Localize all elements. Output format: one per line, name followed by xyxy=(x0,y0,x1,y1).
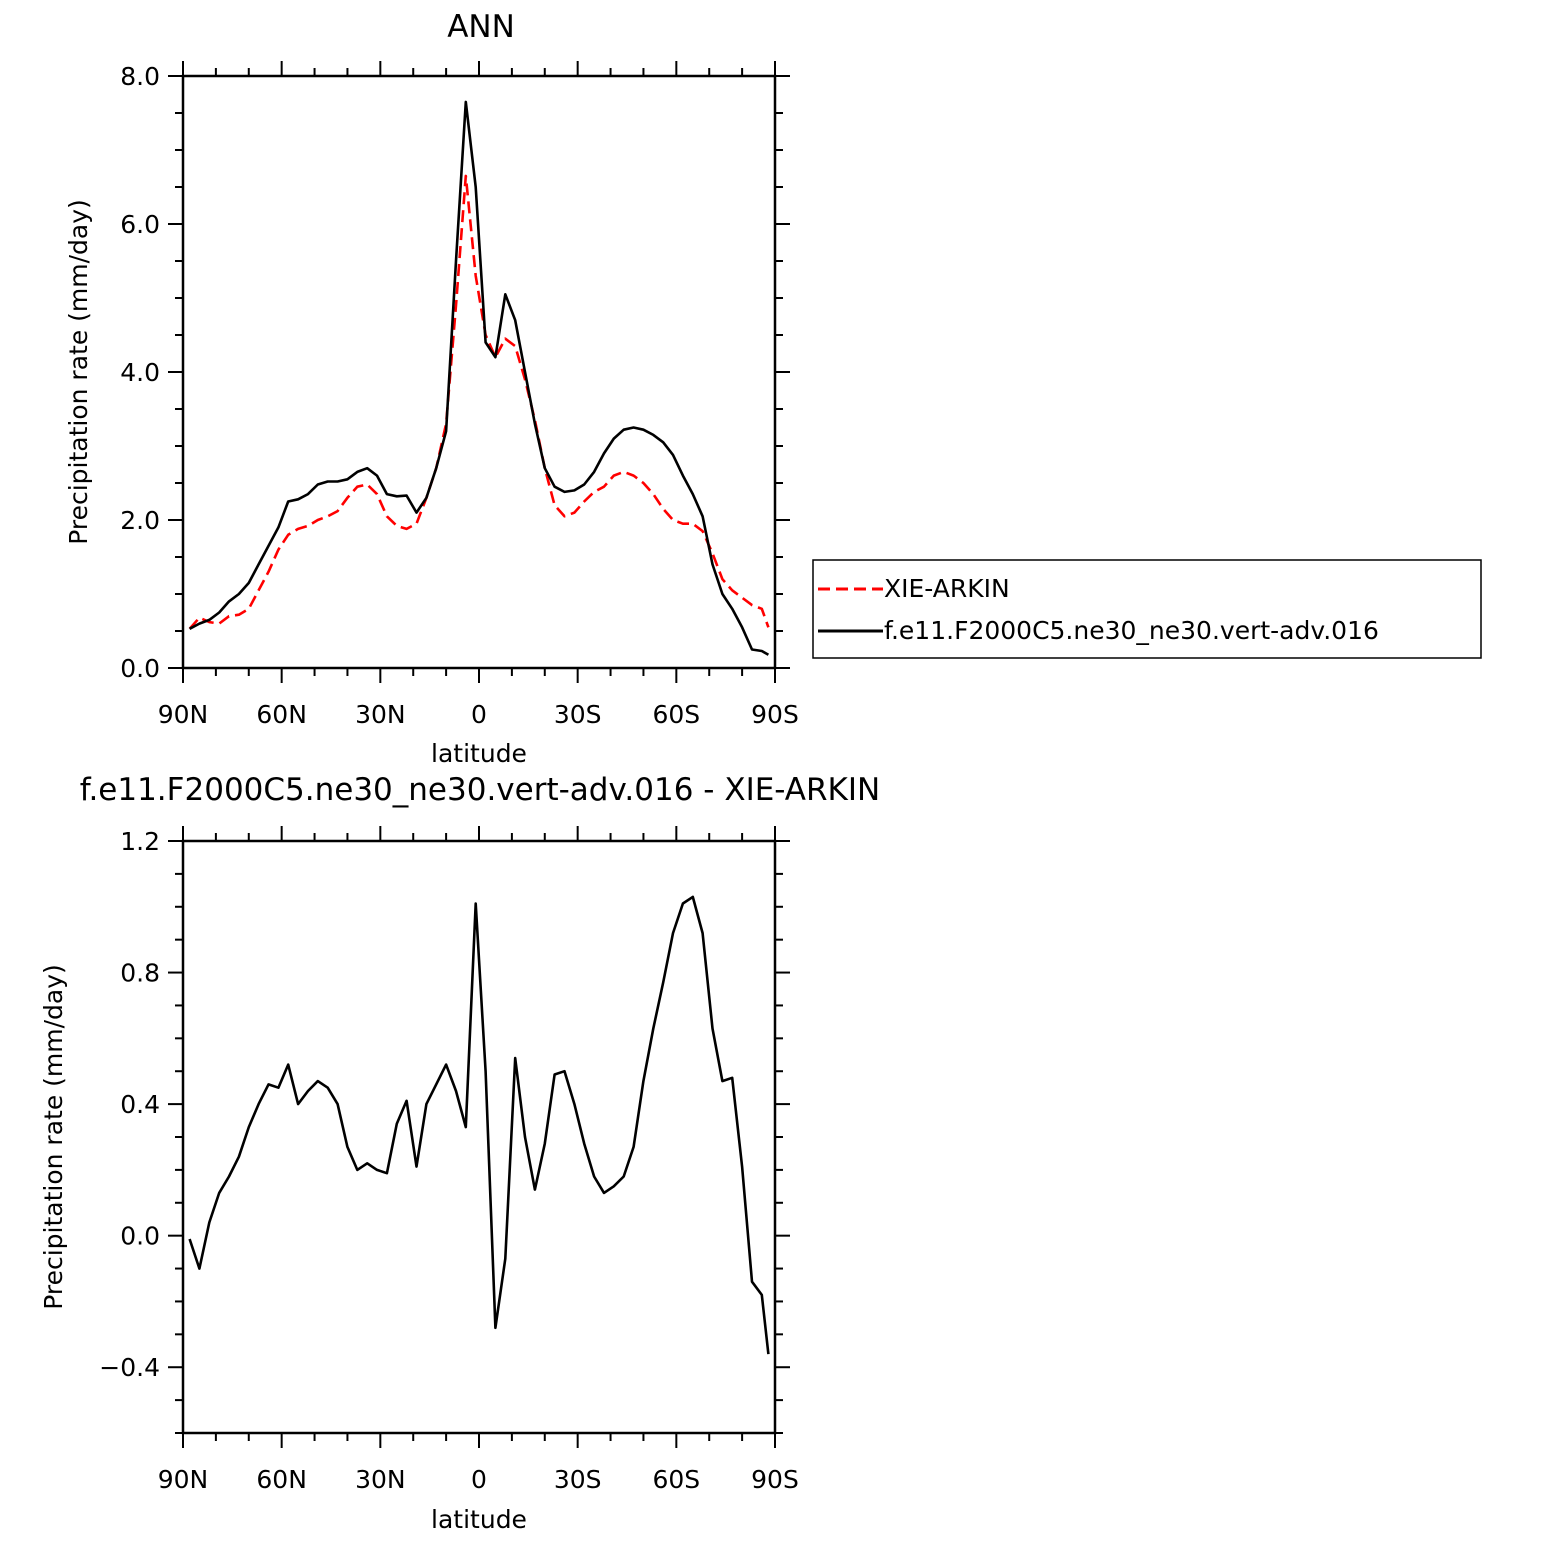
top-series-line-f-e11-f2000c5-ne30-ne30-vert-adv-016 xyxy=(188,100,770,656)
bottom-x-tick-label: 30S xyxy=(554,1465,602,1494)
top-y-axis-label: Precipitation rate (mm/day) xyxy=(64,199,93,545)
top-series-line-xie-arkin xyxy=(188,174,770,630)
legend-label-model: f.e11.F2000C5.ne30_ne30.vert-adv.016 xyxy=(884,616,1379,645)
bottom-x-tick-label: 90S xyxy=(751,1465,799,1494)
top-plot-frame xyxy=(181,74,777,670)
top-x-tick-label: 30N xyxy=(355,700,406,729)
bottom-y-tick-label: −0.4 xyxy=(99,1353,160,1382)
top-x-tick-label: 60N xyxy=(256,700,307,729)
bottom-x-tick-label: 0 xyxy=(471,1465,487,1494)
bottom-x-tick-label: 30N xyxy=(355,1465,406,1494)
bottom-x-axis-label: latitude xyxy=(431,1505,527,1534)
legend-box xyxy=(812,559,1482,659)
bottom-series-line-difference xyxy=(188,895,770,1355)
top-chart-title: ANN xyxy=(447,9,515,45)
top-panel: ANN Precipitation rate (mm/day) latitude… xyxy=(64,9,799,768)
bottom-chart-title: f.e11.F2000C5.ne30_ne30.vert-adv.016 - X… xyxy=(80,772,880,808)
top-x-tick-label: 30S xyxy=(554,700,602,729)
top-y-tick-label: 6.0 xyxy=(120,210,160,239)
top-y-tick-label: 8.0 xyxy=(120,62,160,91)
bottom-y-tick-label: 1.2 xyxy=(120,827,160,856)
top-x-tick-label: 90S xyxy=(751,700,799,729)
bottom-y-tick-label: 0.0 xyxy=(120,1222,160,1251)
bottom-y-tick-label: 0.4 xyxy=(120,1090,160,1119)
top-y-tick-label: 0.0 xyxy=(120,654,160,683)
top-x-tick-label: 90N xyxy=(158,700,209,729)
top-x-axis-label: latitude xyxy=(431,739,527,768)
top-y-tick-label: 2.0 xyxy=(120,506,160,535)
bottom-y-tick-label: 0.8 xyxy=(120,959,160,988)
bottom-x-tick-label: 90N xyxy=(158,1465,209,1494)
legend-label-xie-arkin: XIE-ARKIN xyxy=(884,574,1010,603)
bottom-plot-frame xyxy=(181,839,777,1435)
top-x-tick-label: 60S xyxy=(652,700,700,729)
top-y-tick-label: 4.0 xyxy=(120,358,160,387)
top-plot-area: 0.0 2.0 4.0 6.0 8.0 90N 60N 30N 0 30S 60S 90S xyxy=(120,61,799,729)
bottom-plot-area: −0.4 0.0 0.4 0.8 1.2 90N 60N 30N 0 30S 60S 90S xyxy=(99,826,799,1494)
bottom-x-tick-label: 60S xyxy=(652,1465,700,1494)
top-legend: XIE-ARKIN f.e11.F2000C5.ne30_ne30.vert-a… xyxy=(812,559,1482,659)
top-x-tick-label: 0 xyxy=(471,700,487,729)
bottom-x-tick-label: 60N xyxy=(256,1465,307,1494)
bottom-panel: f.e11.F2000C5.ne30_ne30.vert-adv.016 - X… xyxy=(39,772,880,1534)
bottom-y-axis-label: Precipitation rate (mm/day) xyxy=(39,964,68,1310)
